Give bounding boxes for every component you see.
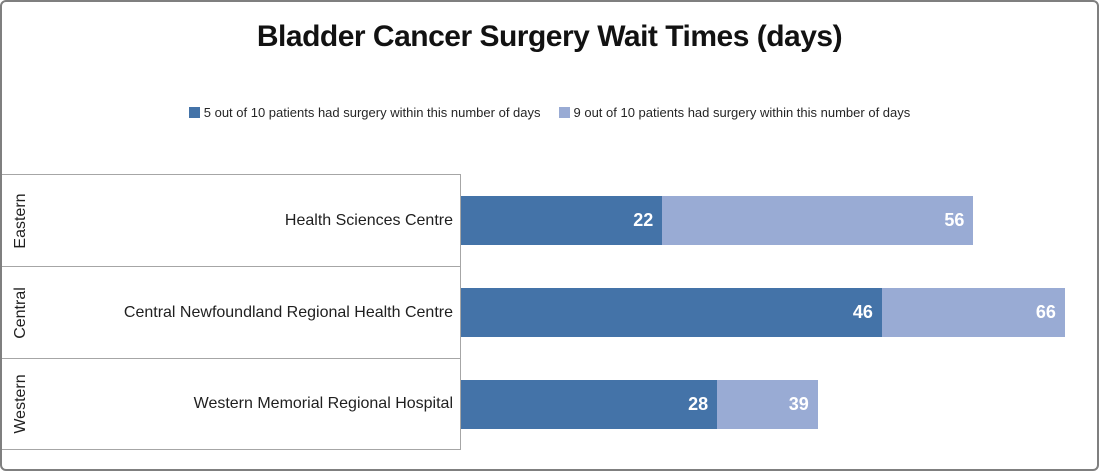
region-label-eastern: Eastern bbox=[12, 192, 29, 249]
bar-value-p90: 56 bbox=[944, 209, 965, 230]
bar-value-median: 46 bbox=[852, 301, 873, 322]
bar-row-central: Central Central Newfoundland Regional He… bbox=[2, 266, 1097, 358]
bar-segment-p90[interactable]: 39 bbox=[717, 379, 818, 429]
hospital-label: Central Newfoundland Regional Health Cen… bbox=[123, 303, 453, 321]
bar-track: 22 56 bbox=[461, 174, 1097, 266]
legend-label-median: 5 out of 10 patients had surgery within … bbox=[203, 105, 541, 120]
bar-track: 46 66 bbox=[461, 266, 1097, 358]
bar-segment-median[interactable]: 22 bbox=[461, 195, 663, 245]
legend-swatch-p90-icon bbox=[558, 107, 570, 118]
legend: 5 out of 10 patients had surgery within … bbox=[2, 105, 1097, 120]
legend-swatch-median-icon bbox=[188, 107, 200, 118]
legend-item-p90[interactable]: 9 out of 10 patients had surgery within … bbox=[558, 105, 911, 120]
region-label-central: Central bbox=[12, 286, 29, 339]
bar-value-median: 28 bbox=[688, 393, 709, 414]
bar-segment-median[interactable]: 46 bbox=[461, 287, 882, 337]
bar-track: 28 39 bbox=[461, 358, 1097, 450]
legend-item-median[interactable]: 5 out of 10 patients had surgery within … bbox=[188, 105, 541, 120]
bar-segment-p90[interactable]: 66 bbox=[881, 287, 1065, 337]
category-label-cell: Eastern Health Sciences Centre bbox=[2, 174, 461, 266]
bar-row-western: Western Western Memorial Regional Hospit… bbox=[2, 358, 1097, 450]
region-label-western: Western bbox=[12, 374, 29, 434]
bar-segment-median[interactable]: 28 bbox=[461, 379, 718, 429]
legend-label-p90: 9 out of 10 patients had surgery within … bbox=[573, 105, 911, 120]
bar-value-median: 22 bbox=[633, 209, 654, 230]
plot-area: Eastern Health Sciences Centre 22 56 Cen… bbox=[2, 174, 1097, 450]
chart-title: Bladder Cancer Surgery Wait Times (days) bbox=[256, 20, 843, 53]
hospital-label: Health Sciences Centre bbox=[284, 211, 453, 229]
bar-value-p90: 66 bbox=[1035, 301, 1056, 322]
bar-value-p90: 39 bbox=[788, 393, 809, 414]
bar-segment-p90[interactable]: 56 bbox=[662, 195, 974, 245]
hospital-label: Western Memorial Regional Hospital bbox=[193, 395, 453, 412]
category-label-cell: Central Central Newfoundland Regional He… bbox=[2, 266, 461, 358]
category-label-cell: Western Western Memorial Regional Hospit… bbox=[2, 358, 461, 450]
bar-row-eastern: Eastern Health Sciences Centre 22 56 bbox=[2, 174, 1097, 266]
